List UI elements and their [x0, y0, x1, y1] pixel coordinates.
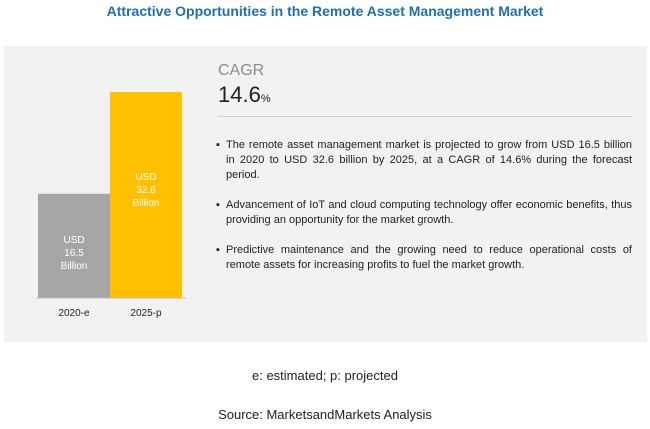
- finding-item: ▪ Predictive maintenance and the growing …: [216, 243, 632, 273]
- source-note: Source: MarketsandMarkets Analysis: [218, 407, 432, 422]
- bar-chart-svg: USD 16.5 Billion 2020-e USD 32.6 Billion 2025-p: [36, 92, 186, 319]
- bar-2020-e: [38, 193, 110, 298]
- bar-value-label: USD: [63, 235, 84, 246]
- finding-text: The remote asset management market is pr…: [226, 139, 632, 181]
- finding-item: ▪ The remote asset management market is p…: [216, 138, 632, 183]
- finding-text: Predictive maintenance and the growing n…: [226, 244, 632, 271]
- bullet-icon: ▪: [216, 244, 220, 256]
- bar-value-label: 16.5: [64, 248, 84, 259]
- bar-2025-p: [110, 92, 182, 298]
- cagr-value: 14.6%: [218, 82, 271, 108]
- cagr-number: 14.6: [218, 82, 261, 107]
- footnote: e: estimated; p: projected: [252, 368, 398, 383]
- cagr-unit: %: [260, 93, 271, 105]
- key-findings-list: ▪ The remote asset management market is p…: [216, 138, 632, 288]
- cagr-box: CAGR 14.6%: [216, 60, 636, 117]
- bar-chart: USD 16.5 Billion 2020-e USD 32.6 Billion 2025-p: [36, 86, 196, 326]
- bullet-icon: ▪: [216, 139, 220, 151]
- bullet-icon: ▪: [216, 199, 220, 211]
- infographic-panel: USD 16.5 Billion 2020-e USD 32.6 Billion 2025-p…: [4, 46, 647, 342]
- bar-value-label: USD: [135, 172, 156, 183]
- cagr-divider: [218, 116, 632, 117]
- x-tick-label: 2025-p: [130, 308, 162, 319]
- finding-text: Advancement of IoT and cloud computing t…: [226, 199, 632, 226]
- cagr-label: CAGR: [218, 62, 265, 79]
- page-title: Attractive Opportunities in the Remote A…: [106, 3, 544, 19]
- bar-value-label: Billion: [133, 198, 160, 209]
- bar-value-label: 32.6: [136, 185, 156, 196]
- x-tick-label: 2020-e: [58, 308, 90, 319]
- bar-value-label: Billion: [61, 261, 88, 272]
- finding-item: ▪ Advancement of IoT and cloud computing …: [216, 198, 632, 228]
